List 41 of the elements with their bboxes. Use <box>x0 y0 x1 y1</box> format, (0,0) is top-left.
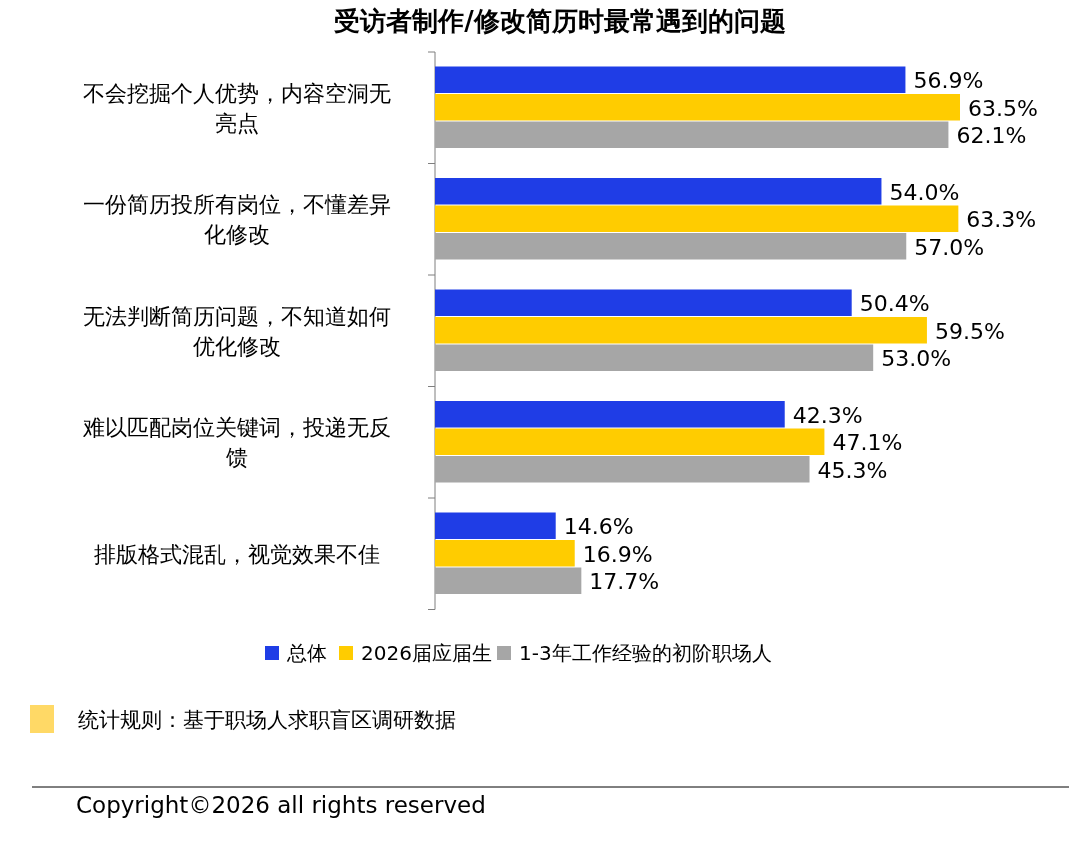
bar <box>435 121 949 148</box>
bar <box>435 512 556 539</box>
bar <box>435 178 882 205</box>
data-label: 54.0% <box>889 179 960 205</box>
text: Copyright©2026 all rights reserved <box>76 792 486 818</box>
data-label: 56.9% <box>913 68 984 94</box>
data-label: 47.1% <box>832 430 903 456</box>
data-label: 57.0% <box>914 234 985 260</box>
data-label: 59.5% <box>934 318 1005 344</box>
y-tick-label: 不会挖掘个人优势，内容空洞无亮点 <box>83 80 391 136</box>
y-tick-label: 一份简历投所有岗位，不懂差异化修改 <box>83 192 391 248</box>
data-label: 17.7% <box>589 569 660 595</box>
data-label: 63.5% <box>968 95 1038 121</box>
bar <box>435 94 960 121</box>
legend-label: 1-3年工作经验的初阶职场人 <box>519 641 772 665</box>
legend-label: 总体 <box>286 641 327 665</box>
data-label: 45.3% <box>817 457 888 483</box>
bar <box>435 317 927 344</box>
y-tick-label: 无法判断简历问题，不知道如何优化修改 <box>83 303 391 359</box>
data-label: 42.3% <box>792 402 863 428</box>
data-label: 63.3% <box>966 207 1037 233</box>
bar <box>435 428 825 455</box>
data-label: 14.6% <box>563 514 634 540</box>
y-tick-label: 排版格式混乱，视觉效果不佳 <box>94 541 380 567</box>
data-label: 16.9% <box>582 541 653 567</box>
bar <box>435 540 575 567</box>
bar <box>435 233 907 260</box>
data-label: 62.1% <box>956 123 1027 149</box>
bar <box>435 401 785 428</box>
bar <box>435 289 852 316</box>
legend-label: 2026届应届生 <box>361 641 492 665</box>
chart-title: 受访者制作/修改简历时最常遇到的问题 <box>334 6 786 36</box>
bar <box>435 567 582 594</box>
bar <box>435 456 810 483</box>
bar <box>435 344 874 371</box>
text: 统计规则：基于职场人求职盲区调研数据 <box>78 708 456 732</box>
bar <box>435 205 959 232</box>
bar <box>435 66 906 93</box>
data-label: 53.0% <box>881 346 952 372</box>
y-tick-label: 难以匹配岗位关键词，投递无反馈 <box>82 415 391 471</box>
data-label: 50.4% <box>859 291 930 317</box>
